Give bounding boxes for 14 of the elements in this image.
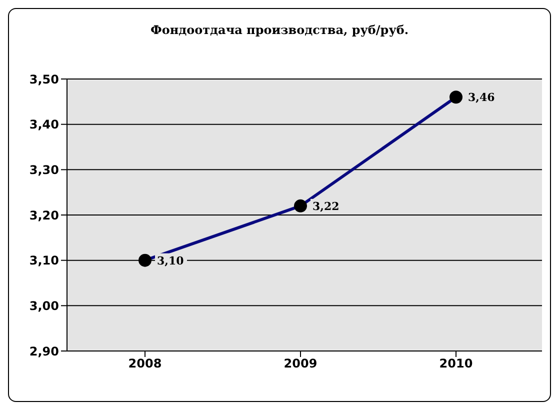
y-tick-label: 3,50: [29, 72, 59, 86]
y-tick-label: 3,10: [29, 254, 59, 268]
x-tick-label: 2009: [284, 356, 318, 371]
y-tick-label: 3,20: [29, 208, 59, 222]
data-label: 3,22: [312, 200, 340, 213]
y-tick-label: 2,90: [29, 344, 59, 358]
chart-title: Фондоотдача производства, руб/руб.: [149, 23, 410, 37]
x-tick-label: 2008: [128, 356, 162, 371]
data-label: 3,10: [157, 254, 184, 268]
x-tick-label: 2010: [439, 356, 473, 371]
y-tick-label: 3,30: [29, 162, 59, 177]
y-tick-label: 3,40: [29, 118, 59, 132]
data-label: 3,46: [468, 91, 496, 104]
y-tick-label: 3,00: [29, 298, 59, 313]
